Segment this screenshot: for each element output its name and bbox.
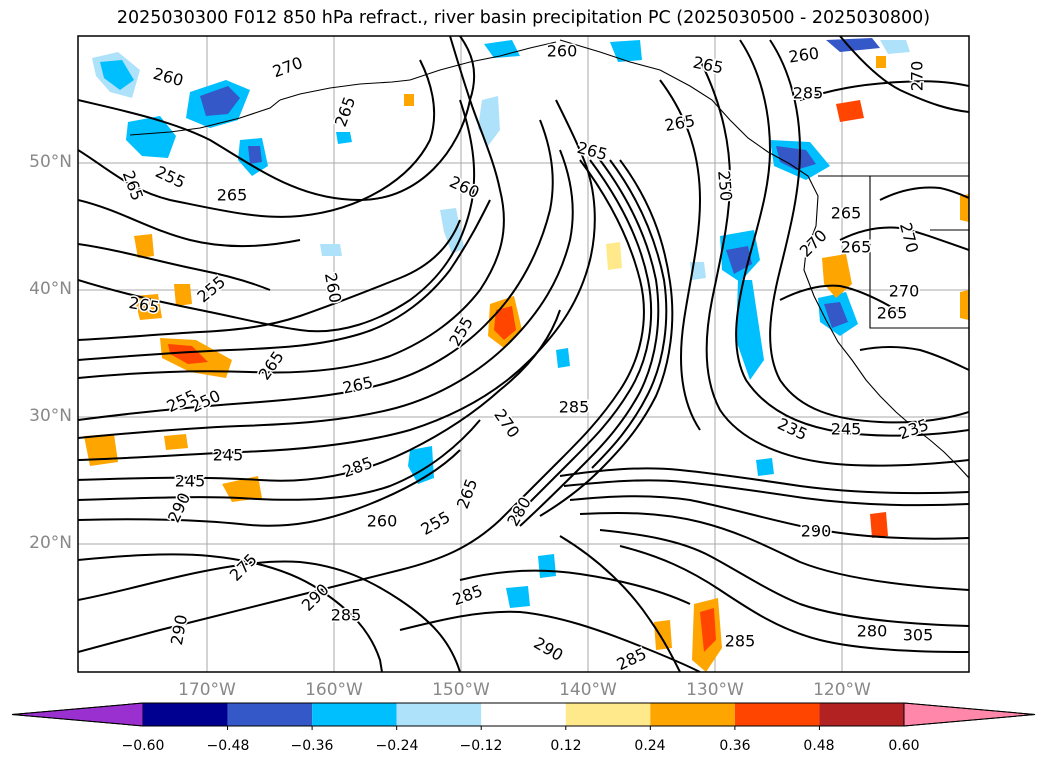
contour-label: 260 [367,512,398,531]
neg-patch [610,40,642,62]
neg-patch [538,554,556,578]
contour-label: 285 [793,84,824,103]
pos-patch [654,620,672,650]
pos-patch [606,242,622,270]
colorbar-swatch [481,703,566,726]
colorbar-swatch [227,703,313,726]
neg-patch [478,96,500,146]
colorbar-swatch [396,703,482,726]
lon-label: 160°W [305,680,363,700]
pos-patch [870,512,888,538]
colorbar-tick-label: 0.60 [888,738,920,754]
contour-label: 285 [725,632,756,651]
lon-label: 140°W [559,680,617,700]
pos-patch [404,94,414,106]
plot-area [78,36,969,672]
neg-patch [200,86,240,116]
colorbar-swatch [650,703,735,726]
colorbar-over-extension [903,702,1036,727]
neg-patch [736,280,764,380]
pos-patch [168,344,208,364]
colorbar-tick-label: −0.60 [121,738,165,754]
contour-label: 245 [175,472,206,491]
contour-label: 265 [831,204,862,223]
plot-frame [77,35,970,673]
contour-label: 285 [559,398,590,417]
colorbar-swatch [565,703,651,726]
contour-label: 270 [908,61,927,92]
neg-patch [506,586,530,608]
colorbar [11,702,1036,730]
contour-label: 305 [903,626,934,645]
pos-patch [222,476,262,502]
contour-label: 250 [714,170,736,202]
colorbar-tick-label: −0.36 [290,738,334,754]
pos-patch [836,100,864,122]
pos-patch [134,234,154,258]
colorbar-tick-label: 0.12 [550,738,582,754]
pos-patch [494,306,516,340]
neg-patch [776,146,816,170]
contour-label: 285 [331,606,362,625]
neg-patch [126,116,176,158]
neg-patch [100,60,134,90]
colorbar-swatch [312,703,397,726]
contour-label: 265 [217,186,248,205]
neg-patch [880,40,910,54]
contour-label: 245 [831,420,862,439]
contour-label: 265 [341,373,375,398]
contour-label: 245 [213,446,244,465]
colorbar-outline [11,702,1036,727]
neg-patch [336,132,352,144]
neg-patch [756,458,774,476]
lon-label: 170°W [178,680,236,700]
pos-patch [84,434,118,466]
colorbar-tick-label: 0.36 [719,738,751,754]
contour-label: 280 [857,622,888,641]
contour-label: 260 [547,42,578,61]
lat-label: 30°N [29,406,72,426]
lat-label: 20°N [29,533,72,553]
neg-patch [248,146,262,164]
contour-label: 265 [841,238,872,257]
colorbar-tick-label: −0.24 [375,738,419,754]
contour-label: 290 [801,522,832,541]
neg-patch [726,246,752,274]
colorbar-tick-label: −0.12 [459,738,503,754]
contour-label: 270 [889,282,920,301]
pos-patch [960,194,969,222]
lon-label: 130°W [686,680,744,700]
neg-patch [320,244,342,256]
pos-patch [876,56,886,68]
colorbar-tick-label: 0.24 [634,738,666,754]
lon-label: 120°W [813,680,871,700]
contour-label: 265 [877,304,908,323]
precip-shading [84,38,969,672]
colorbar-swatch [734,703,820,726]
lat-label: 40°N [29,279,72,299]
lon-label: 150°W [432,680,490,700]
neg-patch [556,348,570,368]
refractivity-contours [78,36,969,672]
neg-patch [824,302,848,328]
pos-patch [164,434,188,450]
colorbar-under-extension [11,702,144,727]
neg-patch [826,38,880,52]
pos-patch [174,284,192,306]
colorbar-swatch [143,703,228,726]
pos-patch [700,608,716,652]
colorbar-tick-label: 0.48 [803,738,835,754]
map-title: 2025030300 F012 850 hPa refract., river … [116,8,931,28]
lat-label: 50°N [29,152,72,172]
colorbar-tick-label: −0.48 [206,738,250,754]
colorbar-swatch [819,703,904,726]
pos-patch [960,290,969,320]
